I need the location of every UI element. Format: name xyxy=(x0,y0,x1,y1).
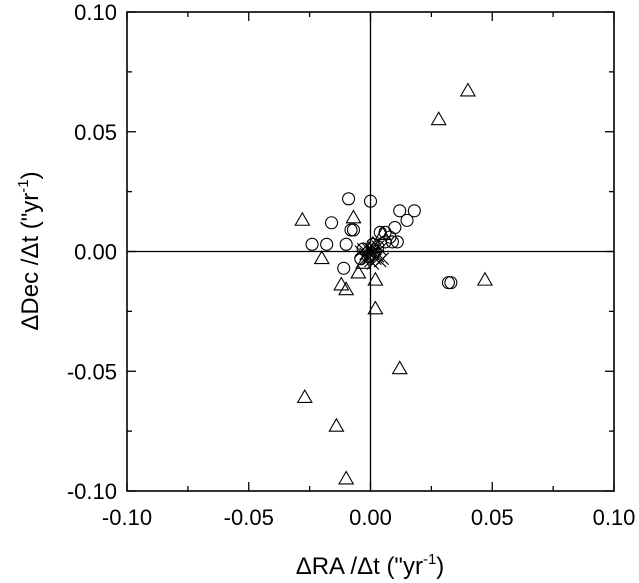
x-tick-label: 0.05 xyxy=(471,505,514,530)
x-axis-title-main: ΔRA /Δt ("yr xyxy=(296,553,423,580)
x-tick-label: 0.10 xyxy=(593,505,636,530)
y-tick-label: 0.10 xyxy=(74,0,117,25)
x-axis-title-sup: -1 xyxy=(423,551,436,568)
circle-point xyxy=(378,225,392,239)
x-tick-label: -0.05 xyxy=(224,505,274,530)
circle-point xyxy=(342,192,356,206)
x-tick-label: 0.00 xyxy=(349,505,392,530)
circle-point xyxy=(407,204,421,218)
triangle-point xyxy=(296,388,313,404)
triangle-point xyxy=(345,209,362,224)
y-axis-title: ΔDec /Δt ("yr-1) xyxy=(15,171,44,330)
triangle-point xyxy=(367,300,384,315)
y-axis-title-end: ) xyxy=(17,171,44,179)
circle-point xyxy=(441,276,455,290)
x-axis-title-end: ) xyxy=(436,553,444,580)
circle-point xyxy=(344,223,358,237)
circle-point xyxy=(444,276,458,290)
circle-point xyxy=(354,252,368,266)
circle-point xyxy=(346,223,361,237)
cross-point xyxy=(376,252,390,266)
y-tick-label: 0.00 xyxy=(74,240,117,265)
cross-point xyxy=(361,252,375,266)
triangle-point xyxy=(367,271,384,286)
y-axis-title-main: ΔDec /Δt ("yr xyxy=(17,193,44,331)
triangle-point xyxy=(294,211,311,226)
circle-point xyxy=(393,204,407,218)
triangle-point xyxy=(391,360,408,375)
triangle-point xyxy=(459,82,476,97)
circle-point xyxy=(339,237,353,251)
triangle-point xyxy=(338,281,355,296)
x-tick-label: -0.10 xyxy=(102,505,152,530)
circle-point xyxy=(400,213,414,227)
y-tick-label: -0.10 xyxy=(67,479,117,504)
y-axis-title-sup: -1 xyxy=(15,179,32,192)
data-points xyxy=(294,82,494,485)
circle-point xyxy=(320,237,334,251)
triangle-point xyxy=(430,111,447,126)
triangle-point xyxy=(328,417,345,432)
circle-point xyxy=(361,249,375,263)
plot-frame xyxy=(126,11,615,492)
triangle-point xyxy=(313,250,330,265)
triangle-point xyxy=(338,470,355,485)
circle-point xyxy=(324,216,339,230)
circle-point xyxy=(390,235,404,249)
y-tick-label: -0.05 xyxy=(67,359,117,384)
tick-labels: -0.10 -0.05 0.00 0.05 0.10 0.10 0.05 0.00 -0.05 -… xyxy=(67,0,636,530)
circle-point xyxy=(385,235,399,249)
triangle-point xyxy=(350,264,367,279)
circle-point xyxy=(337,261,351,275)
y-tick-label: 0.05 xyxy=(74,120,117,145)
circle-point xyxy=(356,242,370,256)
triangle-point xyxy=(476,271,494,286)
circle-point xyxy=(368,244,382,259)
cross-point xyxy=(371,240,385,254)
circle-point xyxy=(305,237,319,251)
cross-point xyxy=(364,242,377,256)
circle-point xyxy=(363,194,378,208)
triangle-point xyxy=(333,276,350,291)
x-axis-title: ΔRA /Δt ("yr-1) xyxy=(296,551,445,580)
